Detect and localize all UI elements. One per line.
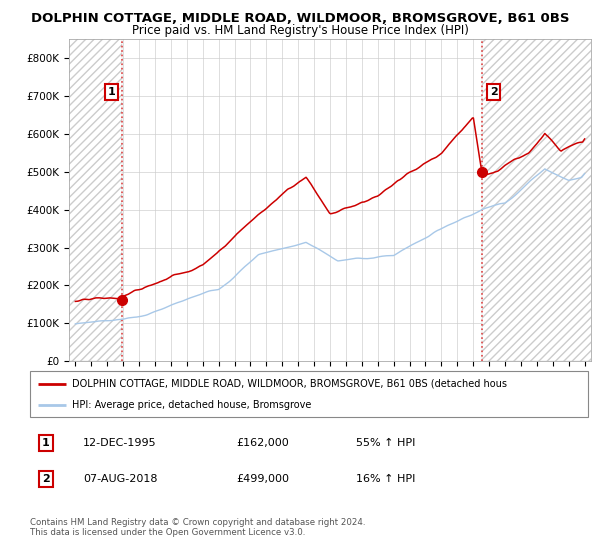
Text: 16% ↑ HPI: 16% ↑ HPI xyxy=(356,474,416,484)
Text: 12-DEC-1995: 12-DEC-1995 xyxy=(83,438,157,448)
Text: 2: 2 xyxy=(490,87,497,97)
Text: HPI: Average price, detached house, Bromsgrove: HPI: Average price, detached house, Brom… xyxy=(72,400,311,410)
Text: Price paid vs. HM Land Registry's House Price Index (HPI): Price paid vs. HM Land Registry's House … xyxy=(131,24,469,36)
Text: DOLPHIN COTTAGE, MIDDLE ROAD, WILDMOOR, BROMSGROVE, B61 0BS (detached hous: DOLPHIN COTTAGE, MIDDLE ROAD, WILDMOOR, … xyxy=(72,379,507,389)
Text: Contains HM Land Registry data © Crown copyright and database right 2024.
This d: Contains HM Land Registry data © Crown c… xyxy=(30,518,365,538)
Text: 1: 1 xyxy=(42,438,49,448)
Text: 1: 1 xyxy=(107,87,115,97)
Text: £499,000: £499,000 xyxy=(236,474,289,484)
Text: 07-AUG-2018: 07-AUG-2018 xyxy=(83,474,158,484)
Text: 2: 2 xyxy=(42,474,49,484)
Text: DOLPHIN COTTAGE, MIDDLE ROAD, WILDMOOR, BROMSGROVE, B61 0BS: DOLPHIN COTTAGE, MIDDLE ROAD, WILDMOOR, … xyxy=(31,12,569,25)
FancyBboxPatch shape xyxy=(30,371,588,417)
Text: 55% ↑ HPI: 55% ↑ HPI xyxy=(356,438,416,448)
Text: £162,000: £162,000 xyxy=(236,438,289,448)
